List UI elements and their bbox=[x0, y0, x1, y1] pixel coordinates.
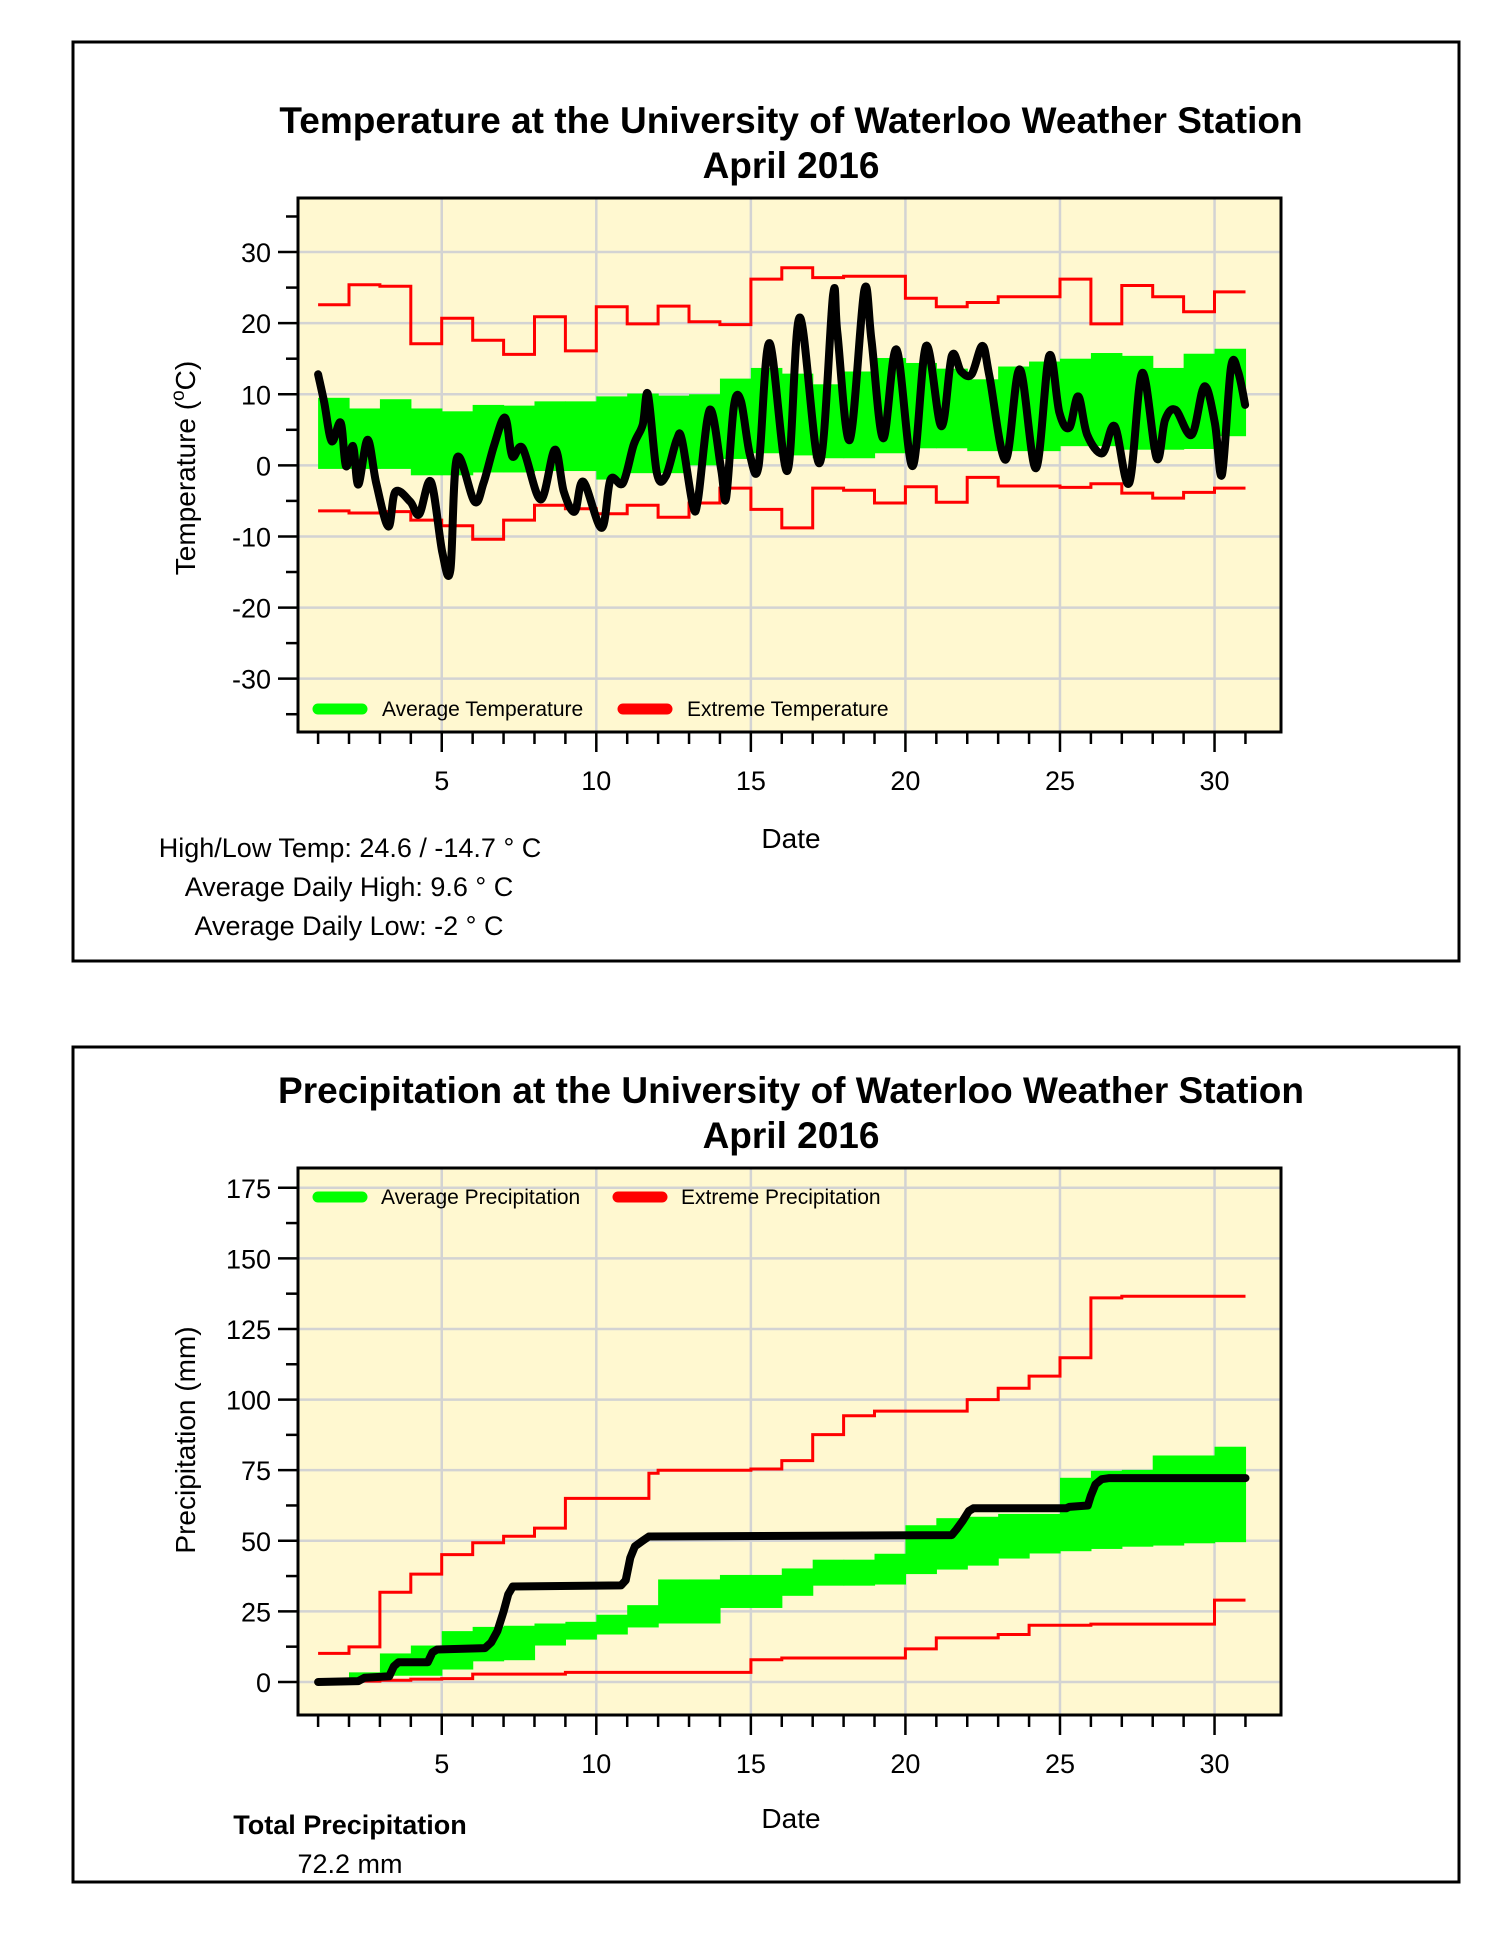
stat-average-daily-low: Average Daily Low: -2 ° C bbox=[195, 911, 504, 941]
precipitation-average-band-segment bbox=[565, 1621, 597, 1640]
precipitation-y-tick-label: 100 bbox=[226, 1386, 271, 1416]
temperature-y-tick-label: -30 bbox=[232, 665, 271, 695]
stat-high-low-temp: High/Low Temp: 24.6 / -14.7 ° C bbox=[159, 833, 542, 863]
temperature-x-tick-label: 30 bbox=[1200, 766, 1230, 796]
precipitation-y-tick-label: 50 bbox=[241, 1527, 271, 1557]
precipitation-average-band-segment bbox=[503, 1625, 536, 1661]
temperature-chart-subtitle: April 2016 bbox=[703, 145, 880, 186]
temperature-y-tick-label: 10 bbox=[241, 380, 271, 410]
temperature-x-tick-label: 10 bbox=[581, 766, 611, 796]
precipitation-plot-border bbox=[296, 1166, 1283, 1717]
precipitation-panel-frame bbox=[71, 1045, 1461, 1884]
precipitation-average-band-segment bbox=[812, 1559, 845, 1586]
legend-label-extreme-precipitation: Extreme Precipitation bbox=[681, 1186, 881, 1209]
precipitation-observed-line bbox=[314, 1474, 1250, 1686]
precipitation-average-band-segment bbox=[1214, 1446, 1247, 1543]
precipitation-chart-subtitle: April 2016 bbox=[703, 1115, 880, 1156]
y-label-prefix: Temperature ( bbox=[170, 400, 201, 575]
precipitation-y-tick-label: 75 bbox=[241, 1456, 271, 1486]
precipitation-average-band-segment bbox=[627, 1605, 659, 1628]
precipitation-average-band-segment bbox=[998, 1513, 1030, 1559]
precipitation-legend: Average Precipitation Extreme Precipitat… bbox=[312, 1186, 881, 1209]
precipitation-average-band-segment bbox=[1183, 1455, 1216, 1544]
precipitation-y-axis-label: Precipitation (mm) bbox=[170, 1326, 201, 1553]
temperature-observed-line bbox=[314, 282, 1250, 580]
temperature-x-tick-label: 25 bbox=[1045, 766, 1075, 796]
temperature-extreme-temperature-high bbox=[318, 266, 1246, 356]
temperature-y-axis-label: Temperature (oC) bbox=[168, 361, 201, 575]
precipitation-average-band-segment bbox=[689, 1579, 721, 1624]
precipitation-average-band-segment bbox=[596, 1614, 628, 1635]
y-label-degree-superscript: o bbox=[168, 390, 189, 401]
precipitation-x-axis-label: Date bbox=[761, 1803, 820, 1834]
temperature-legend: Average Temperature Extreme Temperature bbox=[312, 698, 889, 721]
temperature-extreme-temperature-low bbox=[318, 475, 1246, 541]
precipitation-y-tick-label: 175 bbox=[226, 1174, 271, 1204]
precipitation-x-tick-label: 10 bbox=[581, 1749, 611, 1779]
precipitation-average-band-segment bbox=[1059, 1477, 1092, 1552]
temperature-extreme-lines bbox=[318, 266, 1246, 541]
temperature-y-tick-label: 0 bbox=[256, 451, 271, 481]
precipitation-extreme-precipitation-high bbox=[318, 1294, 1246, 1655]
temperature-average-band-segment bbox=[379, 399, 412, 469]
temperature-average-band-segment bbox=[596, 396, 628, 480]
precipitation-average-band-segment bbox=[719, 1574, 752, 1608]
precipitation-average-band-segment bbox=[1121, 1469, 1154, 1547]
temperature-average-band-segment bbox=[565, 401, 597, 472]
total-precipitation-value: 72.2 mm bbox=[297, 1849, 402, 1879]
precipitation-x-tick-label: 15 bbox=[736, 1749, 766, 1779]
precipitation-average-band-segment bbox=[1029, 1513, 1061, 1554]
precipitation-y-tick-label: 150 bbox=[226, 1244, 271, 1274]
precipitation-panel: Precipitation at the University of Water… bbox=[71, 1045, 1461, 1884]
temperature-average-band bbox=[318, 348, 1247, 480]
total-precipitation-label: Total Precipitation bbox=[233, 1810, 467, 1840]
temperature-x-axis-label: Date bbox=[761, 823, 820, 854]
precipitation-y-tick-label: 125 bbox=[226, 1315, 271, 1345]
precipitation-average-band-segment bbox=[1152, 1455, 1185, 1546]
temperature-chart-title: Temperature at the University of Waterlo… bbox=[279, 100, 1302, 141]
temperature-y-tick-label: -10 bbox=[232, 522, 271, 552]
temperature-x-tick-label: 20 bbox=[890, 766, 920, 796]
stat-average-daily-high: Average Daily High: 9.6 ° C bbox=[185, 872, 513, 902]
precipitation-x-tick-label: 20 bbox=[890, 1749, 920, 1779]
precipitation-observed-line bbox=[314, 1474, 1250, 1686]
temperature-y-tick-label: 30 bbox=[241, 238, 271, 268]
precipitation-average-band-segment bbox=[781, 1568, 814, 1596]
precipitation-average-band-segment bbox=[843, 1559, 876, 1586]
temperature-y-tick-label: 20 bbox=[241, 309, 271, 339]
precipitation-y-tick-label: 0 bbox=[256, 1668, 271, 1698]
precipitation-y-tick-label: 25 bbox=[241, 1597, 271, 1627]
precipitation-average-band-segment bbox=[658, 1579, 690, 1624]
precipitation-x-tick-label: 30 bbox=[1200, 1749, 1230, 1779]
legend-label-average-precipitation: Average Precipitation bbox=[381, 1186, 580, 1209]
legend-label-average-temperature: Average Temperature bbox=[382, 698, 583, 721]
precipitation-chart-title: Precipitation at the University of Water… bbox=[278, 1070, 1304, 1111]
temperature-panel: Temperature at the University of Waterlo… bbox=[71, 40, 1461, 963]
precipitation-average-band-segment bbox=[534, 1623, 566, 1646]
temperature-x-tick-label: 5 bbox=[434, 766, 449, 796]
temperature-observed-line bbox=[314, 282, 1250, 580]
temperature-panel-frame bbox=[71, 40, 1461, 963]
precipitation-extreme-precipitation-low bbox=[318, 1598, 1246, 1684]
temperature-average-band-segment bbox=[410, 408, 443, 476]
precipitation-x-tick-label: 25 bbox=[1045, 1749, 1075, 1779]
precipitation-average-band-segment bbox=[967, 1516, 999, 1566]
precipitation-average-band-segment bbox=[750, 1574, 783, 1608]
temperature-x-tick-label: 15 bbox=[736, 766, 766, 796]
precipitation-x-tick-label: 5 bbox=[434, 1749, 449, 1779]
temperature-y-tick-label: -20 bbox=[232, 594, 271, 624]
y-label-suffix: C) bbox=[170, 361, 201, 391]
precipitation-extreme-lines bbox=[318, 1294, 1246, 1684]
precipitation-average-band-segment bbox=[874, 1553, 907, 1585]
temperature-axes: 5 10 15 20 25 30 30 20 10 0 -10 -20 -30 bbox=[232, 215, 1247, 796]
legend-label-extreme-temperature: Extreme Temperature bbox=[687, 698, 889, 721]
precipitation-axes: 5 10 15 20 25 30 175 150 125 100 75 50 25 0 bbox=[226, 1174, 1247, 1779]
